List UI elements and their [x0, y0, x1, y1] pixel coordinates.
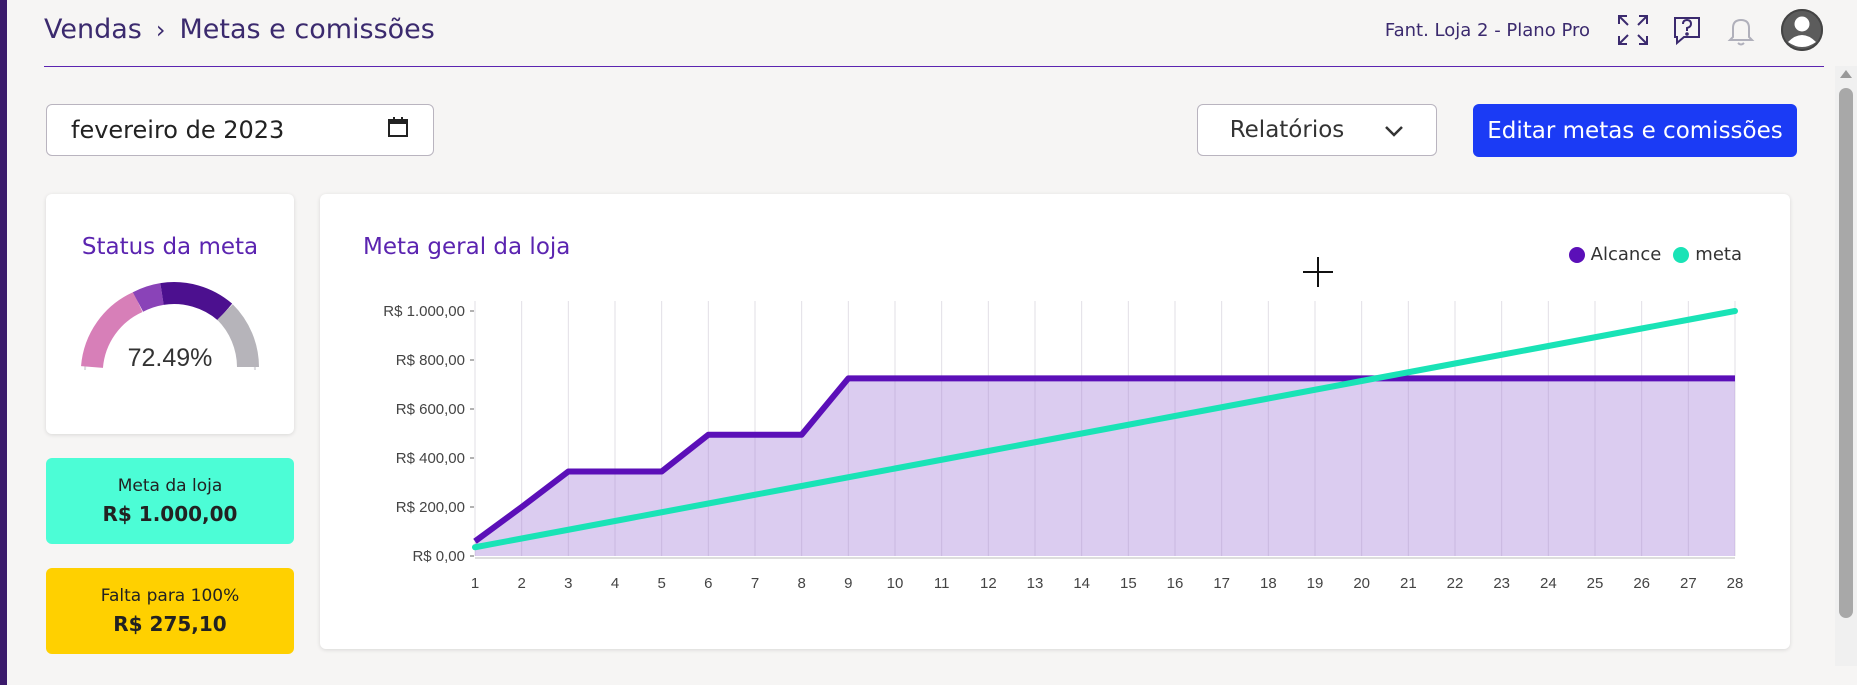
y-tick-label: R$ 600,00: [396, 401, 465, 418]
y-tick-label: R$ 400,00: [396, 450, 465, 467]
goal-status-title: Status da meta: [81, 234, 259, 260]
month-date-input[interactable]: fevereiro de 2023: [46, 104, 434, 156]
chevron-down-icon: [1384, 117, 1404, 143]
x-tick-label: 2: [517, 575, 525, 592]
x-tick-label: 28: [1727, 575, 1744, 592]
left-accent-bar: [0, 0, 7, 685]
goal-status-card: Status da meta 72.49%: [46, 194, 294, 434]
x-tick-label: 21: [1400, 575, 1417, 592]
y-tick-label: R$ 200,00: [396, 499, 465, 516]
store-goal-chart-card: Meta geral da loja Alcance meta R$ 0,00 R…: [320, 194, 1790, 649]
x-tick-label: 27: [1680, 575, 1697, 592]
alcance-area: [475, 378, 1735, 556]
x-tick-label: 23: [1493, 575, 1510, 592]
goal-gauge: 72.49%: [81, 282, 259, 372]
x-tick-label: 6: [704, 575, 712, 592]
date-value: fevereiro de 2023: [71, 116, 285, 144]
legend-label-alcance: Alcance: [1590, 244, 1662, 265]
remaining-label: Falta para 100%: [100, 586, 240, 606]
remaining-value: R$ 275,10: [113, 612, 227, 636]
legend-dot-meta: [1673, 246, 1690, 263]
x-tick-label: 14: [1073, 575, 1090, 592]
x-tick-label: 4: [611, 575, 619, 592]
meta-series-line: [472, 308, 1738, 551]
legend-dot-alcance: [1568, 246, 1585, 263]
y-tick-label: R$ 800,00: [396, 352, 465, 369]
user-icon: [1781, 9, 1823, 51]
x-tick-label: 11: [934, 575, 950, 592]
x-tick-label: 7: [751, 575, 759, 592]
x-tick-label: 13: [1027, 575, 1044, 592]
calendar-icon[interactable]: [387, 116, 409, 144]
reports-label: Relatórios: [1229, 117, 1345, 143]
chart-legend: Alcance meta: [1557, 244, 1742, 265]
page-header: Vendas › Metas e comissões Fant. Loja 2 …: [44, 0, 1824, 67]
x-tick-label: 3: [564, 575, 572, 592]
y-tick-label: R$ 1.000,00: [383, 303, 465, 320]
breadcrumb-current: Metas e comissões: [179, 14, 435, 45]
user-avatar[interactable]: [1780, 8, 1824, 52]
gauge-percent-label: 72.49%: [128, 344, 213, 372]
edit-goals-button[interactable]: Editar metas e comissões: [1473, 104, 1797, 157]
x-tick-label: 24: [1540, 575, 1557, 592]
breadcrumb-separator: ›: [155, 15, 166, 44]
store-goal-label: Meta da loja: [117, 476, 223, 496]
store-goal-card: Meta da loja R$ 1.000,00: [46, 458, 294, 544]
scroll-up-icon[interactable]: [1840, 70, 1852, 78]
x-tick-label: 9: [844, 575, 852, 592]
x-tick-label: 26: [1633, 575, 1650, 592]
vertical-scrollbar[interactable]: [1835, 66, 1857, 666]
x-tick-label: 10: [887, 575, 904, 592]
help-icon[interactable]: [1668, 11, 1706, 49]
legend-label-meta: meta: [1695, 244, 1742, 265]
scrollbar-thumb[interactable]: [1839, 88, 1853, 618]
x-tick-label: 8: [797, 575, 805, 592]
remaining-card: Falta para 100% R$ 275,10: [46, 568, 294, 654]
x-tick-label: 18: [1260, 575, 1277, 592]
x-tick-label: 20: [1353, 575, 1370, 592]
x-tick-label: 22: [1447, 575, 1464, 592]
y-tick-label: R$ 0,00: [412, 548, 465, 565]
legend-item-alcance[interactable]: Alcance: [1568, 244, 1662, 265]
x-tick-label: 19: [1307, 575, 1324, 592]
reports-dropdown[interactable]: Relatórios: [1197, 104, 1437, 156]
breadcrumb-parent[interactable]: Vendas: [44, 14, 142, 45]
x-tick-label: 15: [1120, 575, 1137, 592]
alcance-series-line: [473, 375, 1735, 544]
x-tick-label: 5: [657, 575, 665, 592]
chart-title: Meta geral da loja: [363, 234, 571, 260]
breadcrumb: Vendas › Metas e comissões: [44, 14, 435, 45]
legend-item-meta[interactable]: meta: [1673, 244, 1742, 265]
bell-icon[interactable]: [1722, 11, 1760, 49]
x-tick-label: 12: [980, 575, 997, 592]
expand-icon[interactable]: [1614, 11, 1652, 49]
x-tick-label: 25: [1587, 575, 1604, 592]
crosshair-cursor-icon: [1303, 257, 1333, 287]
x-tick-label: 1: [471, 575, 479, 592]
header-actions: Fant. Loja 2 - Plano Pro: [1385, 8, 1824, 52]
x-tick-label: 16: [1167, 575, 1184, 592]
x-tick-label: 17: [1213, 575, 1230, 592]
store-plan-label: Fant. Loja 2 - Plano Pro: [1384, 19, 1590, 41]
line-area-chart: R$ 0,00 R$ 200,00 R$ 400,00 R$ 600,00 R$ 800…: [383, 301, 1744, 592]
store-goal-value: R$ 1.000,00: [102, 502, 238, 526]
